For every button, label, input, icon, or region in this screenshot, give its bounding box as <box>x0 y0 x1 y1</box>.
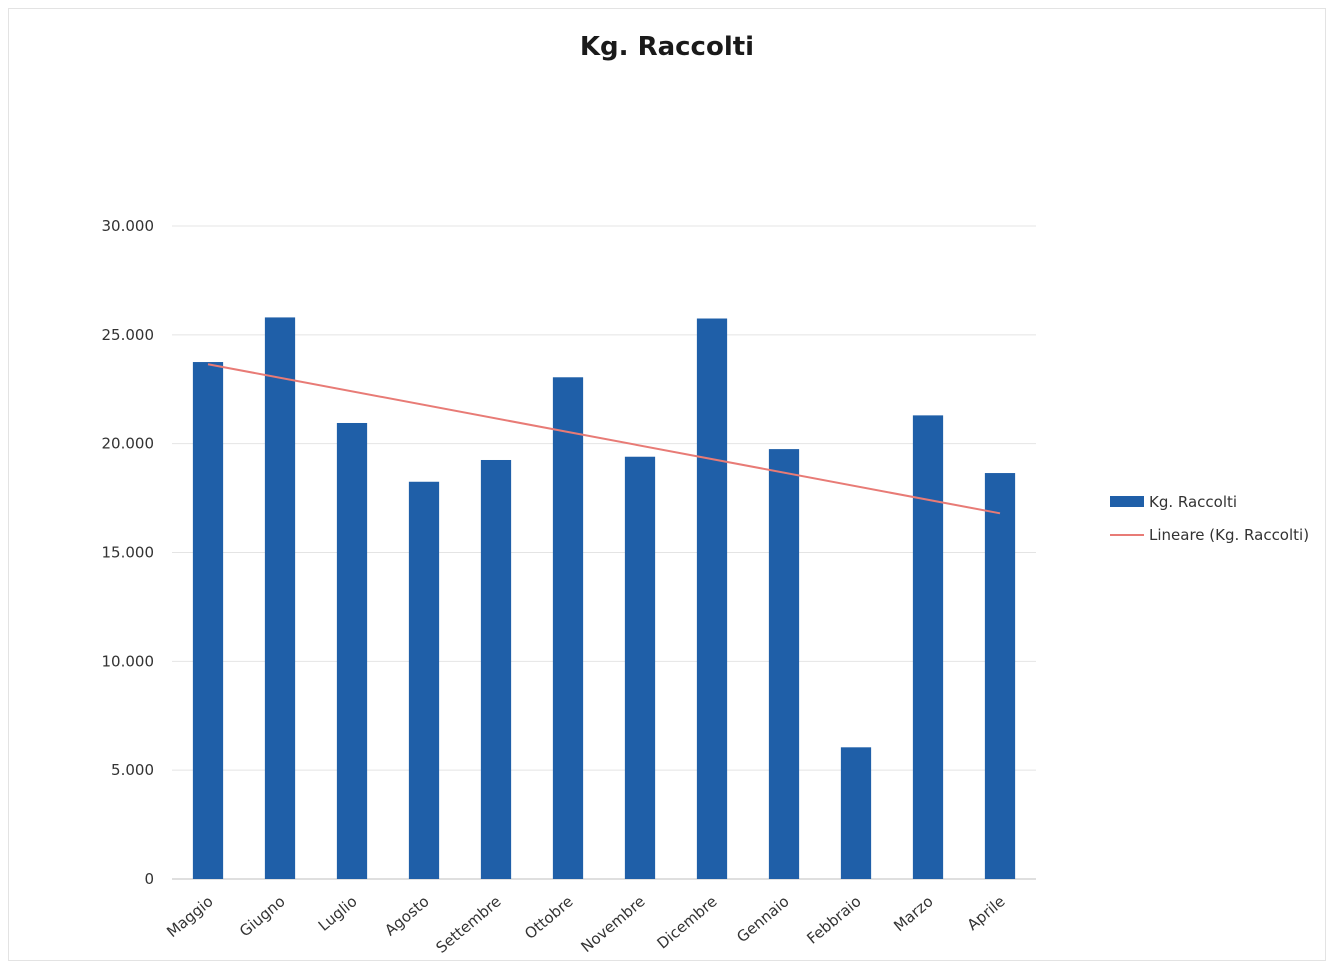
y-tick-label: 0 <box>144 870 154 888</box>
bar <box>264 317 296 879</box>
y-tick-label: 10.000 <box>102 652 155 670</box>
x-tick-label: Luglio <box>315 892 361 934</box>
x-axis-ticks: Maggio Giugno Luglio Agosto Settembre Ottobre… <box>163 892 1008 957</box>
bar <box>840 747 872 879</box>
x-tick-label: Agosto <box>381 892 432 939</box>
y-tick-label: 5.000 <box>111 761 154 779</box>
bar <box>624 456 656 879</box>
chart-frame <box>8 8 1326 961</box>
x-tick-label: Settembre <box>433 892 505 957</box>
bar <box>984 473 1016 879</box>
bar <box>408 481 440 879</box>
x-tick-label: Novembre <box>577 892 648 956</box>
bar <box>912 415 944 879</box>
bar <box>552 377 584 879</box>
trendline <box>207 363 1001 515</box>
x-tick-label: Dicembre <box>654 892 721 952</box>
x-tick-label: Giugno <box>236 892 289 940</box>
x-tick-label: Gennaio <box>733 892 792 946</box>
y-tick-label: 15.000 <box>102 544 155 562</box>
x-tick-label: Marzo <box>890 892 936 935</box>
legend-label-bars: Kg. Raccolti <box>1149 493 1237 511</box>
legend-label-trendline: Lineare (Kg. Raccolti) <box>1149 526 1309 544</box>
x-tick-label: Maggio <box>163 892 216 941</box>
y-axis-ticks: 0 5.000 10.000 15.000 20.000 25.000 30.000 <box>102 217 155 888</box>
bar <box>336 422 368 879</box>
trendline-layer <box>207 363 1001 515</box>
bar <box>696 318 728 880</box>
y-tick-label: 30.000 <box>102 217 155 235</box>
bar <box>192 362 224 880</box>
bars <box>192 317 1016 880</box>
x-tick-label: Febbraio <box>803 892 864 947</box>
y-tick-label: 25.000 <box>102 326 155 344</box>
chart-title: Kg. Raccolti <box>580 32 754 62</box>
bar <box>768 449 800 879</box>
y-tick-label: 20.000 <box>102 435 155 453</box>
x-tick-label: Aprile <box>964 892 1009 934</box>
legend-swatch-bars <box>1110 496 1144 507</box>
bar <box>480 459 512 879</box>
x-tick-label: Ottobre <box>521 892 576 943</box>
gridlines <box>172 225 1036 880</box>
legend: Kg. Raccolti Lineare (Kg. Raccolti) <box>1110 493 1309 544</box>
